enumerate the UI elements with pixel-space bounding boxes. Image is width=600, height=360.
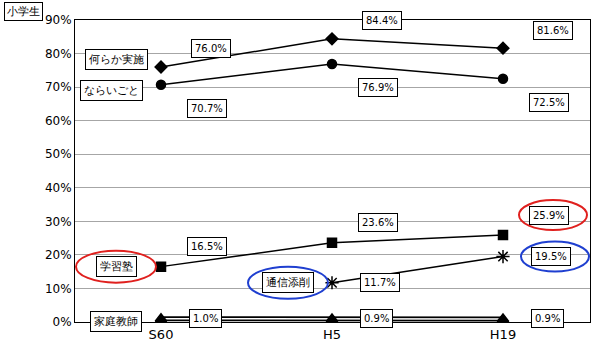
svg-text:19.5%: 19.5% [535, 251, 567, 262]
svg-text:23.6%: 23.6% [362, 217, 394, 228]
svg-text:何らか実施: 何らか実施 [89, 53, 144, 66]
svg-text:家庭教師: 家庭教師 [94, 315, 138, 328]
svg-text:1.0%: 1.0% [193, 313, 218, 324]
svg-text:学習塾: 学習塾 [100, 260, 133, 273]
svg-text:S60: S60 [149, 327, 174, 342]
svg-text:11.7%: 11.7% [364, 277, 396, 288]
svg-text:25.9%: 25.9% [533, 210, 565, 221]
svg-text:90%: 90% [45, 13, 72, 27]
svg-text:10%: 10% [45, 282, 72, 296]
svg-text:70.7%: 70.7% [191, 103, 223, 114]
svg-text:84.4%: 84.4% [366, 15, 398, 26]
svg-text:72.5%: 72.5% [533, 97, 565, 108]
svg-text:70%: 70% [45, 80, 72, 94]
svg-text:ならいごと: ならいごと [84, 84, 139, 97]
svg-text:0.9%: 0.9% [364, 313, 389, 324]
svg-text:小学生: 小学生 [7, 5, 40, 18]
svg-text:16.5%: 16.5% [191, 241, 223, 252]
svg-text:30%: 30% [45, 215, 72, 229]
svg-text:通信添削: 通信添削 [266, 276, 310, 289]
svg-text:76.9%: 76.9% [362, 82, 394, 93]
svg-text:20%: 20% [45, 248, 72, 262]
svg-text:40%: 40% [45, 181, 72, 195]
svg-text:H19: H19 [490, 327, 516, 342]
svg-text:50%: 50% [45, 147, 72, 161]
svg-text:0%: 0% [53, 315, 72, 329]
svg-text:H5: H5 [323, 327, 341, 342]
svg-text:80%: 80% [45, 47, 72, 61]
svg-text:76.0%: 76.0% [195, 43, 227, 54]
svg-text:81.6%: 81.6% [537, 25, 569, 36]
svg-text:60%: 60% [45, 114, 72, 128]
svg-text:0.9%: 0.9% [535, 313, 560, 324]
